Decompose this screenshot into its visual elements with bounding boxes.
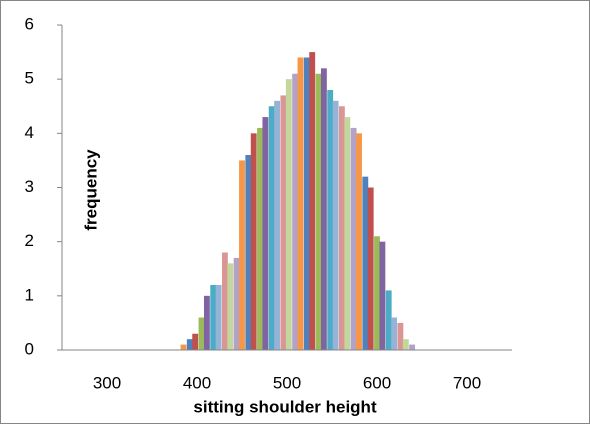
bar <box>262 117 269 350</box>
bar <box>285 79 292 351</box>
bar <box>303 57 310 350</box>
bar <box>292 73 299 350</box>
bar <box>332 100 339 350</box>
bar <box>245 155 252 350</box>
bar <box>385 290 392 350</box>
bar <box>280 95 287 351</box>
y-tick-label: 3 <box>25 177 34 196</box>
y-tick-label: 6 <box>25 14 34 33</box>
bar <box>274 100 281 350</box>
bar <box>315 73 322 350</box>
bar <box>402 339 409 350</box>
bar <box>203 295 210 350</box>
bar <box>198 317 205 350</box>
bar <box>250 133 257 350</box>
bar <box>374 236 380 350</box>
bar <box>391 317 398 350</box>
x-tick-label: 400 <box>183 373 211 392</box>
y-tick-label: 5 <box>25 69 34 88</box>
y-tick-label: 2 <box>25 231 34 250</box>
y-tick-label: 4 <box>25 123 34 142</box>
x-tick-label: 700 <box>453 373 481 392</box>
x-tick-label: 600 <box>363 373 391 392</box>
bar <box>397 322 404 350</box>
bar <box>268 106 275 350</box>
bar <box>192 333 199 350</box>
bar <box>409 344 416 350</box>
y-axis-label: frequency <box>81 149 100 231</box>
bar <box>257 127 263 351</box>
x-tick-label: 500 <box>273 373 301 392</box>
bar <box>227 263 234 350</box>
bar <box>239 160 245 350</box>
bar <box>338 106 345 350</box>
bar <box>221 252 228 350</box>
bar <box>379 241 386 350</box>
bar <box>350 127 357 351</box>
bar <box>297 57 304 350</box>
y-tick-label: 1 <box>25 285 34 304</box>
bar <box>367 187 374 350</box>
bar <box>362 176 369 350</box>
bar <box>327 90 334 350</box>
bar <box>186 339 193 350</box>
bar <box>210 285 217 350</box>
y-tick-label: 0 <box>25 339 34 358</box>
bar <box>320 68 327 350</box>
bar <box>309 52 316 350</box>
x-tick-label: 300 <box>93 373 121 392</box>
bar <box>356 133 362 350</box>
bar <box>344 117 351 350</box>
bar <box>180 344 187 350</box>
x-axis-label: sitting shoulder height <box>193 397 377 416</box>
bar <box>233 257 240 350</box>
bar <box>215 285 222 350</box>
